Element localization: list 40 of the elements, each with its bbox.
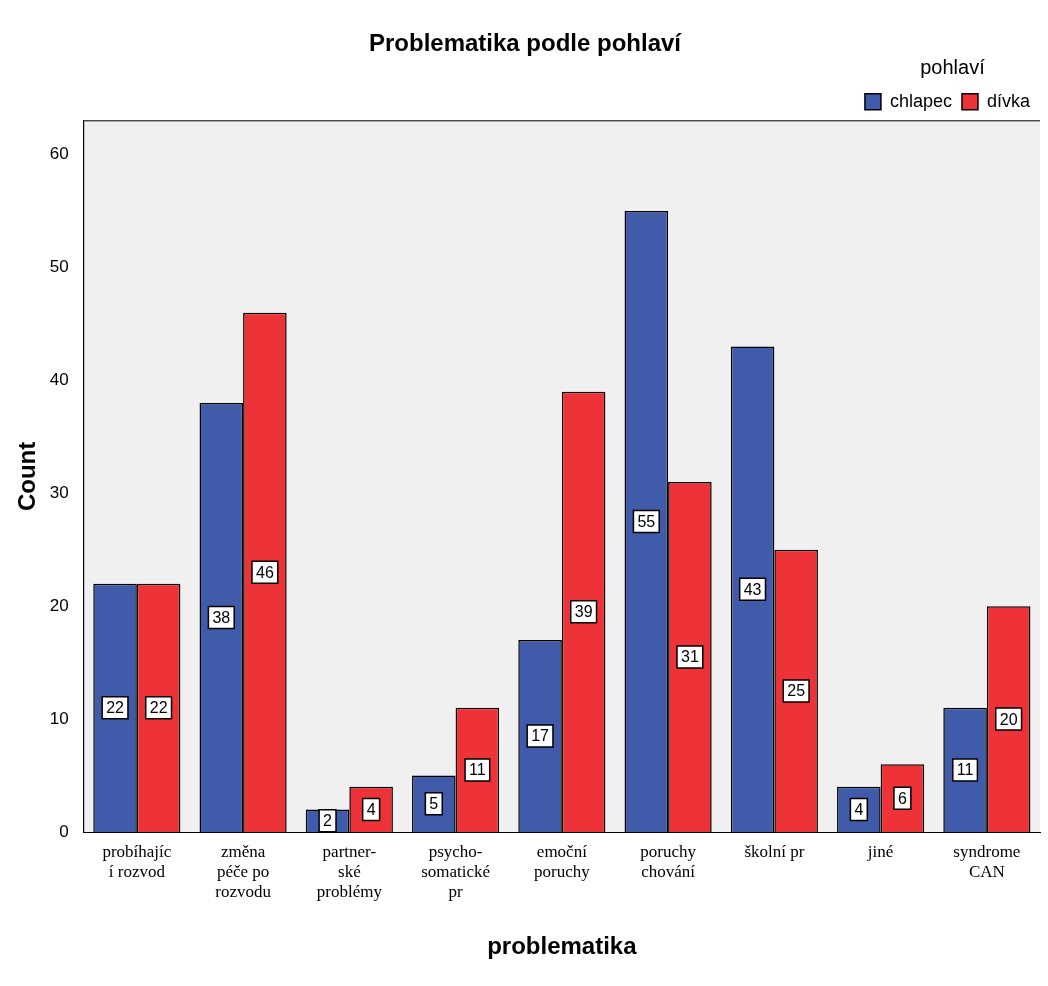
data-label: 20 (999, 710, 1018, 728)
data-label: 17 (531, 727, 550, 745)
data-label: 38 (212, 608, 231, 626)
data-label: 5 (429, 795, 439, 813)
data-label: 43 (743, 580, 762, 598)
legend-label: dívka (986, 90, 1031, 111)
x-tick-label: poruchy chování (640, 841, 697, 882)
data-label: 4 (366, 800, 376, 818)
data-label: 31 (680, 648, 699, 666)
legend-label: chlapec (889, 90, 952, 111)
data-label: 6 (897, 789, 907, 807)
data-label: 22 (106, 699, 125, 717)
data-label: 39 (574, 603, 593, 621)
data-label: 11 (956, 761, 974, 779)
x-tick-label: jiné (866, 841, 894, 861)
y-axis-title: Count (13, 441, 41, 512)
y-tick-label: 0 (59, 821, 69, 841)
x-axis-title: problematika (487, 932, 638, 960)
y-tick-label: 40 (49, 370, 69, 390)
x-tick-label: syndrome CAN (953, 841, 1021, 882)
data-label: 4 (854, 800, 864, 818)
data-label: 22 (149, 699, 168, 717)
y-tick-label: 50 (49, 257, 69, 277)
x-tick-label: psycho- somatické pr (421, 841, 491, 902)
data-label: 46 (255, 563, 274, 581)
x-tick-label: probíhajíc í rozvod (102, 841, 172, 882)
y-tick-label: 10 (49, 708, 69, 728)
chart-title: Problematika podle pohlaví (368, 29, 683, 57)
y-tick-label: 20 (49, 595, 69, 615)
legend-title: pohlaví (920, 56, 986, 79)
x-tick-label: emoční poruchy (534, 841, 591, 882)
y-tick-label: 30 (49, 483, 69, 503)
data-label: 55 (637, 512, 656, 530)
y-tick-label: 60 (49, 144, 69, 164)
x-tick-label: změna péče po rozvodu (215, 841, 272, 902)
data-label: 2 (323, 812, 333, 830)
data-label: 11 (469, 761, 486, 779)
data-label: 25 (787, 682, 806, 700)
x-tick-label: školní pr (744, 841, 805, 861)
x-tick-label: partner- ské problémy (316, 841, 383, 902)
